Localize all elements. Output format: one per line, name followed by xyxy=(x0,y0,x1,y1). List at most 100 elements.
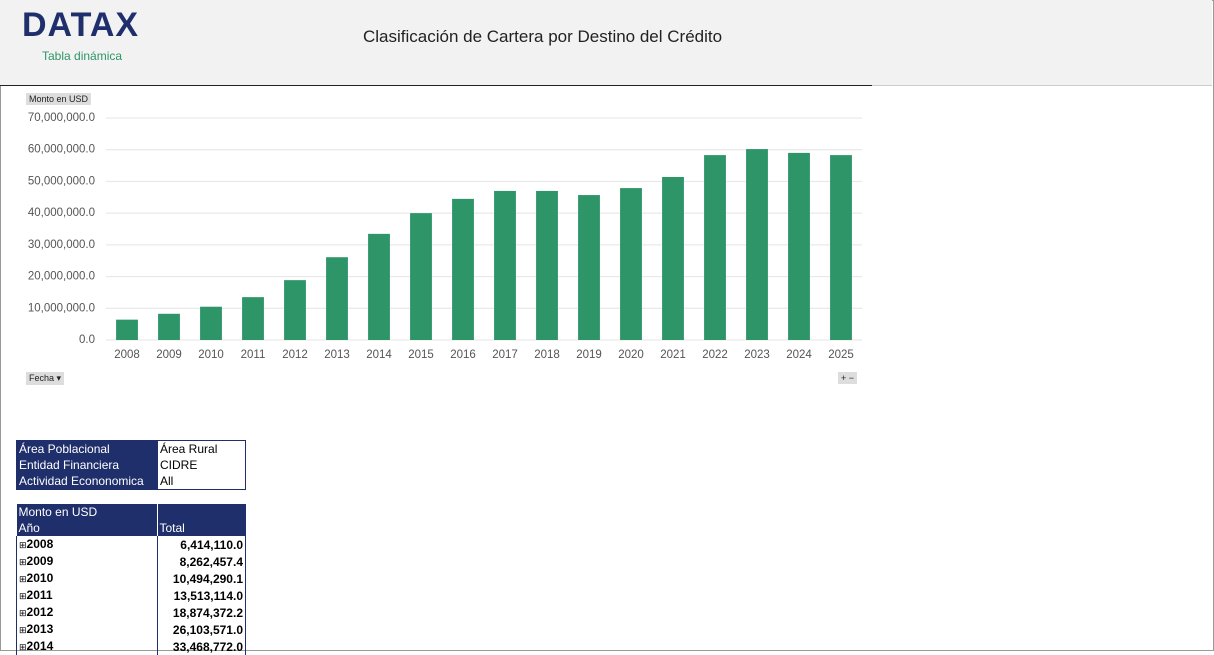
x-tick-label: 2012 xyxy=(282,349,308,361)
year-cell: ⊞2009 xyxy=(16,553,157,570)
total-cell: 18,874,372.2 xyxy=(156,604,246,621)
year: 2009 xyxy=(26,554,54,568)
x-tick-label: 2019 xyxy=(576,349,602,361)
bar xyxy=(242,297,264,340)
y-tick-label: 30,000,000.0 xyxy=(28,239,95,251)
year: 2014 xyxy=(26,639,54,653)
x-tick-label: 2016 xyxy=(450,349,476,361)
year-cell: ⊞2012 xyxy=(16,604,157,621)
bar xyxy=(326,257,348,340)
measure-header: Monto en USD xyxy=(16,504,157,520)
y-tick-label: 20,000,000.0 xyxy=(28,271,95,283)
year-cell: ⊞2013 xyxy=(16,621,157,638)
x-tick-label: 2010 xyxy=(198,349,224,361)
title: Clasificación de Cartera por Destino del… xyxy=(363,27,723,46)
year-cell: ⊞2014 xyxy=(16,638,157,655)
value-button[interactable]: Monto en USD xyxy=(26,93,92,105)
filter-value[interactable]: All xyxy=(157,473,246,490)
bar xyxy=(494,190,516,340)
y-tick-label: 70,000,000.0 xyxy=(28,112,95,124)
chart: 0.0 10,000,000.0 20,000,000.0 30,000,000.0 4… xyxy=(28,112,862,361)
total-cell: 26,103,571.0 xyxy=(156,621,246,638)
expand-icon[interactable]: ⊞ xyxy=(19,591,27,601)
table-row: ⊞2011 13,513,114.0 xyxy=(16,587,246,604)
year: 2008 xyxy=(26,537,54,551)
table-row: ⊞2009 8,262,457.4 xyxy=(16,553,246,570)
header-cell xyxy=(156,504,246,520)
logo: DATAX xyxy=(22,6,140,44)
year: 2011 xyxy=(26,588,53,602)
bar xyxy=(158,313,180,340)
bar xyxy=(452,198,474,340)
expand-icon[interactable]: ⊞ xyxy=(19,574,27,584)
divider xyxy=(0,85,872,86)
y-tick-label: 10,000,000.0 xyxy=(28,302,95,314)
year: 2013 xyxy=(26,622,54,636)
filter-label: Actividad Econonomica xyxy=(16,473,158,490)
bar xyxy=(662,176,684,340)
expand-icon[interactable]: ⊞ xyxy=(19,540,27,550)
expand-icon[interactable]: ⊞ xyxy=(19,625,27,635)
expand-icon[interactable]: ⊞ xyxy=(19,608,27,618)
table-row: ⊞2010 10,494,290.1 xyxy=(16,570,246,587)
total-cell: 10,494,290.1 xyxy=(156,570,246,587)
bar xyxy=(788,152,810,340)
x-tick-label: 2023 xyxy=(744,349,770,361)
bar xyxy=(704,155,726,340)
year: 2012 xyxy=(26,605,54,619)
x-tick-label: 2025 xyxy=(828,349,854,361)
total-cell: 33,468,772.0 xyxy=(156,638,246,655)
header-row: Año Total xyxy=(16,520,246,536)
bar xyxy=(830,155,852,340)
bar xyxy=(116,319,138,340)
bar xyxy=(410,213,432,340)
x-tick-label: 2014 xyxy=(366,349,392,361)
bar xyxy=(536,190,558,340)
table-row: ⊞2013 26,103,571.0 xyxy=(16,621,246,638)
x-tick-label: 2018 xyxy=(534,349,560,361)
bar xyxy=(746,149,768,340)
filter-value[interactable]: CIDRE xyxy=(157,457,246,473)
x-tick-label: 2008 xyxy=(114,349,140,361)
x-tick-label: 2011 xyxy=(241,349,266,361)
filters: Área Poblacional Área Rural Entidad Financ… xyxy=(16,440,246,490)
expand-icon[interactable]: ⊞ xyxy=(19,557,27,567)
x-tick-label: 2021 xyxy=(660,349,686,361)
bar xyxy=(200,306,222,340)
header-row: Monto en USD xyxy=(16,504,246,520)
filter-row: Área Poblacional Área Rural xyxy=(16,440,246,457)
x-tick-label: 2015 xyxy=(408,349,434,361)
table-row: ⊞2012 18,874,372.2 xyxy=(16,604,246,621)
filter-label: Entidad Financiera xyxy=(16,457,158,473)
total-cell: 13,513,114.0 xyxy=(156,587,246,604)
header: DATAX Tabla dinámica Clasificación de Ca… xyxy=(0,0,1212,86)
bar xyxy=(578,195,600,340)
x-tick-label: 2022 xyxy=(702,349,728,361)
col-header: Total xyxy=(156,520,246,536)
total-cell: 6,414,110.0 xyxy=(156,536,246,553)
zoom-buttons[interactable]: + − xyxy=(838,372,858,384)
x-tick-label: 2009 xyxy=(156,349,182,361)
total-cell: 8,262,457.4 xyxy=(156,553,246,570)
y-tick-label: 60,000,000.0 xyxy=(28,144,95,156)
y-tick-label: 0.0 xyxy=(79,334,95,346)
subtitle: Tabla dinámica xyxy=(42,49,123,63)
row-header: Año xyxy=(16,520,157,536)
bar xyxy=(368,233,390,340)
filter-row: Actividad Econonomica All xyxy=(16,473,246,490)
pivot-table: Monto en USD Año Total ⊞2008 6,414,110.0 ⊞200… xyxy=(16,504,246,655)
y-tick-label: 50,000,000.0 xyxy=(28,175,95,187)
bar xyxy=(284,280,306,340)
bar xyxy=(620,188,642,340)
axis-button[interactable]: Fecha ▾ xyxy=(26,372,65,385)
year: 2010 xyxy=(26,571,54,585)
filter-value[interactable]: Área Rural xyxy=(157,440,246,457)
expand-icon[interactable]: ⊞ xyxy=(19,642,27,652)
x-tick-label: 2017 xyxy=(492,349,518,361)
year-cell: ⊞2010 xyxy=(16,570,157,587)
y-tick-label: 40,000,000.0 xyxy=(28,207,95,219)
table-row: ⊞2014 33,468,772.0 xyxy=(16,638,246,655)
x-tick-label: 2013 xyxy=(324,349,350,361)
filter-label: Área Poblacional xyxy=(16,440,158,457)
